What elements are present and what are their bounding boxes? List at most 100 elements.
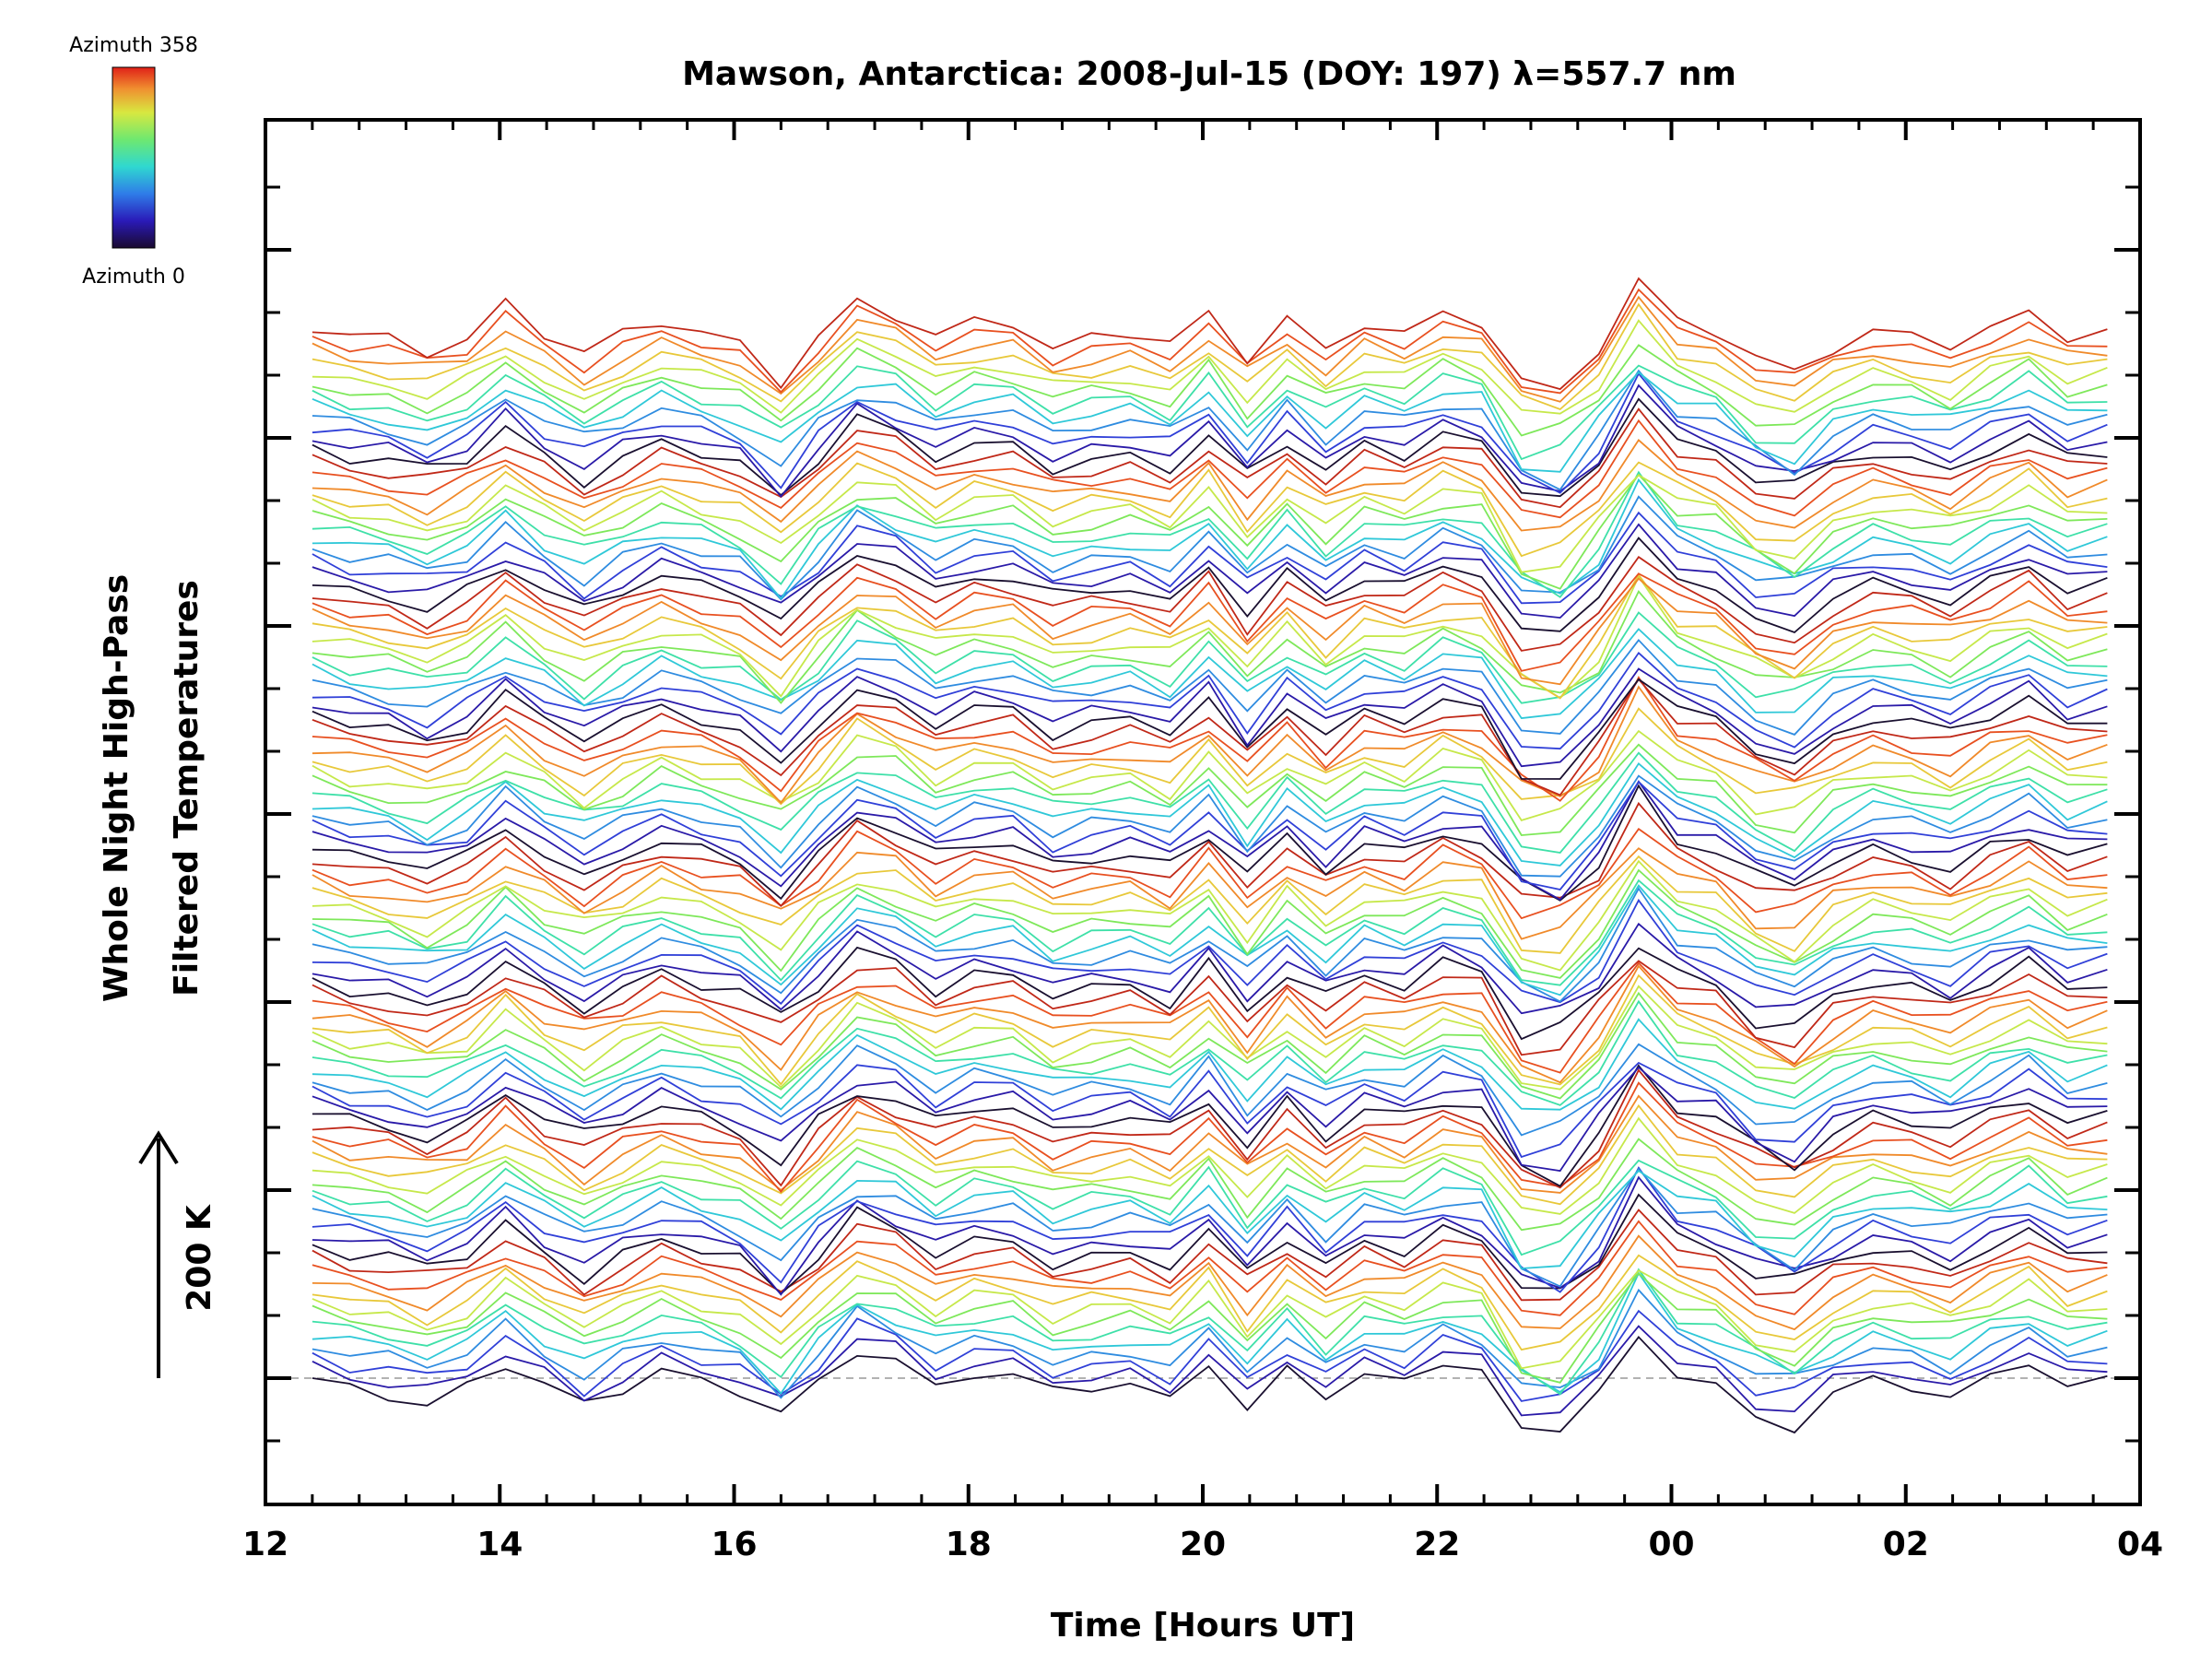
series-line	[312, 879, 2108, 986]
series-line	[312, 473, 2108, 590]
series-line	[312, 801, 2108, 907]
series-line	[312, 577, 2108, 686]
x-tick-label: 18	[946, 1526, 992, 1563]
series-line	[312, 707, 2108, 806]
series-line	[312, 780, 2108, 902]
series-line	[312, 1169, 2108, 1269]
scale-arrowhead-icon	[138, 1130, 179, 1165]
series-line	[312, 761, 2108, 867]
series-line	[312, 523, 2108, 619]
y-axis-label-line2: Filtered Temperatures	[168, 580, 206, 997]
series-line	[312, 1271, 2108, 1384]
series-line	[312, 573, 2108, 700]
series-line	[312, 651, 2108, 750]
series-line	[312, 751, 2108, 854]
series-line	[312, 847, 2108, 940]
series-line	[312, 676, 2108, 802]
series-line	[312, 685, 2108, 805]
x-tick-label: 22	[1414, 1526, 1460, 1563]
series-line	[312, 973, 2108, 1086]
series-line	[312, 1309, 2108, 1402]
axes: 12 14 16 18 20 22 00 02 04	[242, 118, 2163, 1563]
series-line	[312, 667, 2108, 768]
colorbar-gradient	[112, 66, 156, 249]
scale-indicator: 200 K	[138, 1130, 218, 1378]
series-line	[312, 868, 2108, 979]
series-line	[312, 1288, 2108, 1399]
series-line	[312, 1166, 2108, 1293]
series-line	[312, 1094, 2108, 1194]
colorbar: Azimuth 358 Azimuth 0	[69, 34, 198, 289]
series-line	[312, 1325, 2108, 1417]
y-ticks	[265, 185, 2140, 1443]
y-axis-label-line1: Whole Night High-Pass	[98, 574, 135, 1002]
series-line	[312, 991, 2108, 1100]
series-line	[312, 1064, 2108, 1187]
x-tick-label: 00	[1648, 1526, 1694, 1563]
series-line	[312, 1193, 2108, 1295]
series-line	[312, 1220, 2108, 1316]
series-line	[312, 1209, 2108, 1302]
series-line	[312, 1066, 2108, 1173]
series-line	[312, 1159, 2108, 1256]
x-tick-label: 04	[2117, 1526, 2163, 1563]
series-line	[312, 439, 2108, 532]
series-line	[312, 511, 2108, 605]
series-line	[312, 277, 2108, 391]
series-line	[312, 743, 2108, 836]
series-line	[312, 985, 2108, 1091]
series-line	[312, 1271, 2108, 1395]
series-line	[312, 1175, 2108, 1296]
series-line	[312, 371, 2108, 473]
series-line	[312, 1336, 2108, 1434]
series-line	[312, 474, 2108, 573]
series-line	[312, 1018, 2108, 1111]
chart-title: Mawson, Antarctica: 2008-Jul-15 (DOY: 19…	[682, 55, 1736, 93]
series-line	[312, 1234, 2108, 1331]
colorbar-bottom-label: Azimuth 0	[82, 265, 185, 289]
series-line	[312, 555, 2108, 652]
series-line	[312, 478, 2108, 600]
series-line	[312, 611, 2108, 704]
series-line	[312, 1061, 2108, 1159]
series-line	[312, 780, 2108, 890]
series-line	[312, 1068, 2108, 1189]
series-line	[312, 1254, 2108, 1351]
series-line	[312, 572, 2108, 672]
series-line	[312, 729, 2108, 821]
series-line	[312, 397, 2108, 498]
series-line	[312, 344, 2108, 437]
series-line	[312, 419, 2108, 519]
series-line	[312, 1043, 2108, 1137]
series-line	[312, 855, 2108, 954]
series-line	[312, 628, 2108, 720]
series-line	[312, 961, 2108, 1074]
series-line	[312, 784, 2108, 902]
series-line	[312, 1138, 2108, 1232]
series-traces	[312, 277, 2108, 1434]
series-line	[312, 372, 2108, 494]
x-ticks: 12 14 16 18 20 22 00 02 04	[242, 120, 2163, 1563]
series-line	[312, 827, 2108, 920]
series-line	[312, 369, 2108, 491]
x-tick-label: 12	[242, 1526, 288, 1563]
series-line	[312, 1116, 2108, 1215]
colorbar-top-label: Azimuth 358	[69, 34, 198, 57]
series-line	[312, 964, 2108, 1084]
series-line	[312, 495, 2108, 601]
series-line	[312, 946, 2108, 1041]
series-line	[312, 470, 2108, 598]
x-tick-label: 16	[711, 1526, 757, 1563]
series-line	[312, 678, 2108, 796]
series-line	[312, 537, 2108, 634]
series-line	[312, 922, 2108, 1015]
series-line	[312, 1269, 2108, 1370]
series-line	[312, 1167, 2108, 1288]
series-line	[312, 407, 2108, 509]
series-line	[312, 999, 2108, 1106]
series-line	[312, 288, 2108, 395]
series-line	[312, 678, 2108, 780]
series-line	[312, 1103, 2108, 1206]
